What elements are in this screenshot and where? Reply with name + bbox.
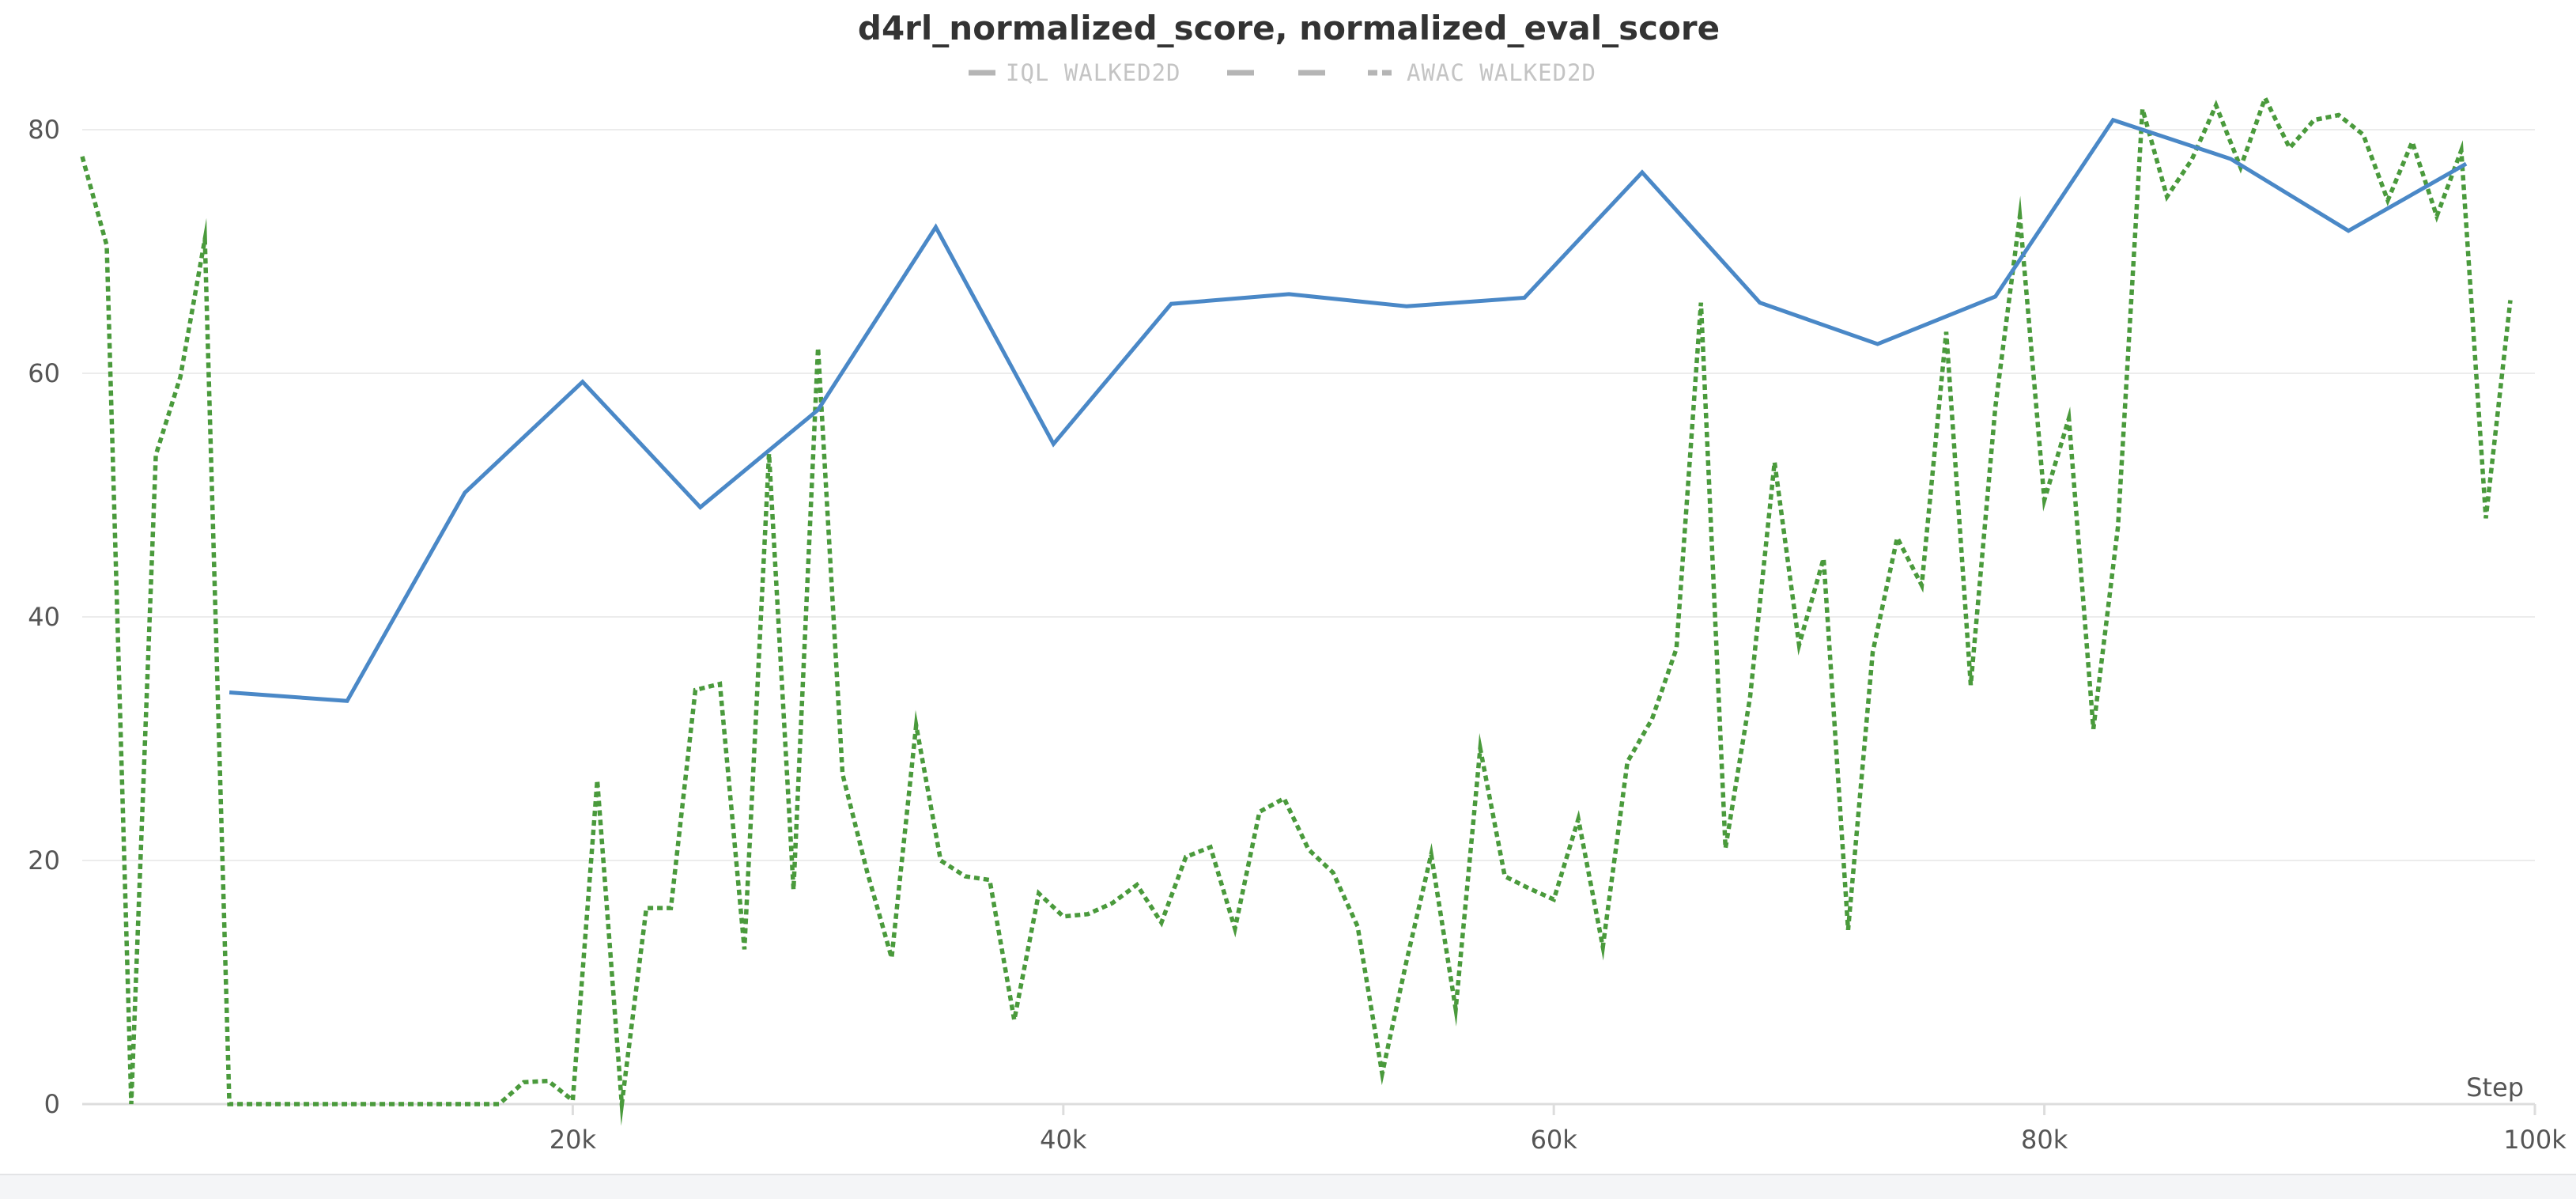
y-tick-label: 80: [28, 115, 60, 145]
y-tick-label: 0: [44, 1089, 60, 1119]
x-tick-label: 20k: [550, 1125, 597, 1155]
x-tick-label: 40k: [1040, 1125, 1087, 1155]
y-tick-label: 20: [28, 845, 60, 876]
x-tick-label: 80k: [2021, 1125, 2068, 1155]
x-tick-label: 100k: [2503, 1125, 2567, 1155]
series-line-awac-walked2d[interactable]: [80, 92, 2513, 1126]
x-tick-label: 60k: [1531, 1125, 1578, 1155]
bottom-panel-bar: [0, 1174, 2576, 1199]
series-line-iql-walked2d[interactable]: [229, 117, 2468, 703]
chart-title: d4rl_normalized_score, normalized_eval_s…: [858, 9, 1720, 47]
y-axis-ticks: 0 20 40 60 80: [28, 115, 60, 1119]
y-tick-label: 40: [28, 602, 60, 632]
series-layer[interactable]: [80, 92, 2513, 1126]
grid-lines: [82, 129, 2535, 861]
legend[interactable]: IQL WALKED2D AWAC WALKED2D: [969, 59, 1596, 86]
legend-label[interactable]: IQL WALKED2D: [1006, 59, 1181, 86]
x-axis-ticks: 20k 40k 60k 80k 100k: [550, 1104, 2567, 1155]
y-tick-label: 60: [28, 358, 60, 388]
legend-label[interactable]: AWAC WALKED2D: [1407, 59, 1596, 86]
x-axis-label: Step: [2466, 1072, 2524, 1103]
